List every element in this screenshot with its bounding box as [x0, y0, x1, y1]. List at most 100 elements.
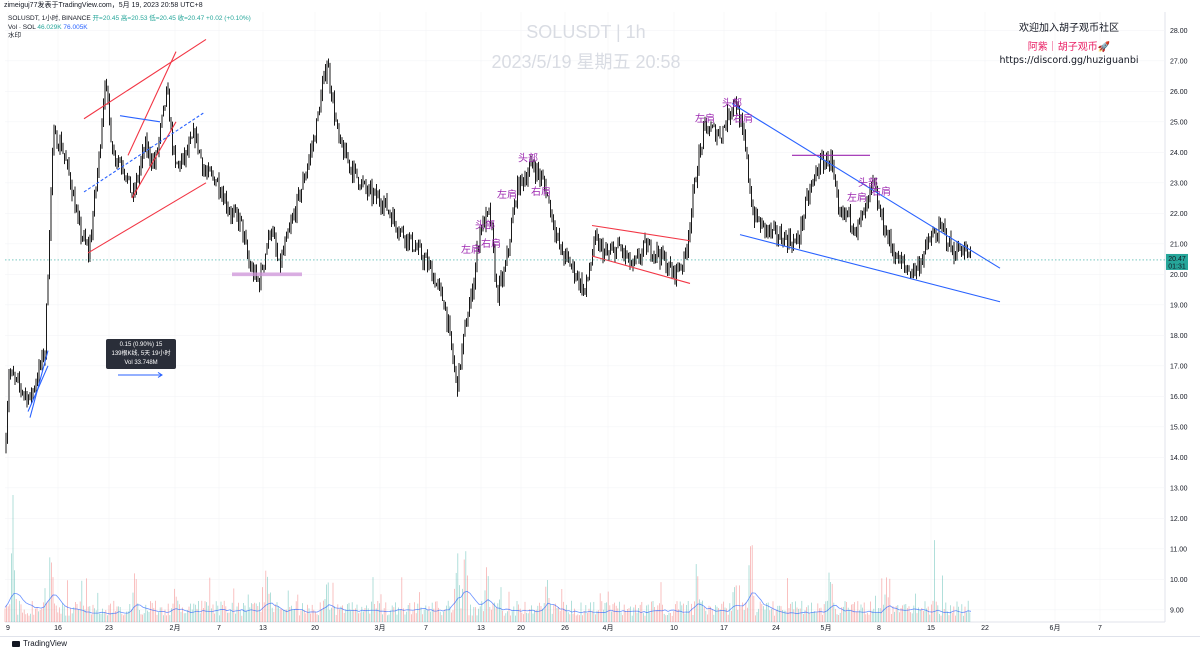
last-price-time: 01:31	[1168, 263, 1186, 270]
publisher-bar: zimeiguj77发表于TradingView.com，5月 19, 2023…	[0, 0, 1200, 12]
tooltip-line3: Vol 33.748M	[124, 360, 157, 366]
trendline	[739, 234, 1001, 303]
volume-label: Vol · SOL	[8, 23, 36, 31]
trendline	[131, 121, 177, 199]
x-tick-label: 26	[561, 625, 569, 632]
volume-ma-line	[4, 590, 972, 615]
volume-value: 46.029K	[37, 23, 62, 31]
y-tick-label: 20.00	[1170, 272, 1188, 279]
x-tick-label: 2月	[170, 624, 181, 632]
promo-link[interactable]: https://discord.gg/huziguanbi	[999, 55, 1139, 66]
x-tick-label: 7	[424, 625, 428, 632]
x-tick-label: 20	[311, 625, 319, 632]
y-tick-label: 21.00	[1170, 241, 1188, 248]
pattern-label: 右肩	[733, 112, 753, 125]
measure-tooltip: 0.15 (0.90%) 15 139根K线, 5天 19小时 Vol 33.7…	[106, 339, 176, 369]
y-tick-label: 23.00	[1170, 180, 1188, 187]
x-tick-label: 9	[6, 625, 10, 632]
trendline	[591, 255, 691, 284]
y-tick-label: 9.00	[1170, 607, 1184, 614]
chart-legend: SOLUSDT, 1小时, BINANCE 开=20.45 高=20.53 低=…	[8, 15, 251, 41]
price-axis: USDT9.0010.0011.0012.0013.0014.0015.0016…	[1170, 4, 1195, 614]
x-tick-label: 7	[1098, 625, 1102, 632]
watermark-datetime: 2023/5/19 星期五 20:58	[491, 52, 680, 72]
last-price-value: 20.47	[1168, 256, 1186, 263]
trendline	[119, 115, 161, 123]
y-tick-label: 27.00	[1170, 58, 1188, 65]
tooltip-line2: 139根K线, 5天 19小时	[111, 349, 170, 357]
trendline	[29, 350, 49, 418]
x-tick-label: 22	[981, 625, 989, 632]
x-tick-label: 6月	[1050, 624, 1061, 632]
volume-bars	[4, 495, 972, 622]
y-tick-label: 15.00	[1170, 424, 1188, 431]
publisher-text: zimeiguj77发表于TradingView.com，5月 19, 2023…	[4, 2, 203, 9]
measure-arrow-head	[157, 372, 163, 378]
y-tick-label: 19.00	[1170, 302, 1188, 309]
y-tick-label: 18.00	[1170, 333, 1188, 340]
watermark-label: 水印	[8, 32, 21, 39]
pattern-label: 右肩	[871, 185, 891, 198]
x-tick-label: 15	[927, 625, 935, 632]
pattern-label: 右肩	[531, 185, 551, 198]
trendline	[591, 224, 691, 242]
x-tick-label: 7	[217, 625, 221, 632]
chart-grid	[5, 12, 1166, 623]
trendline-drawings	[27, 38, 1001, 418]
candlestick-series	[5, 58, 971, 454]
y-tick-label: 17.00	[1170, 363, 1188, 370]
trendline	[87, 182, 207, 254]
volume-ma-value: 76.005K	[63, 23, 88, 31]
x-tick-label: 16	[54, 625, 62, 632]
watermark-symbol: SOLUSDT | 1h	[526, 22, 645, 42]
promo-line2: 阿紫｜胡子观币🚀	[1027, 42, 1111, 53]
footer-bar: TradingView	[0, 636, 1200, 649]
pattern-label: 左肩	[847, 191, 867, 204]
trendline	[83, 38, 207, 120]
y-tick-label: 12.00	[1170, 516, 1188, 523]
watermark-indicator[interactable]: 水印	[8, 32, 251, 41]
x-tick-label: 3月	[375, 624, 386, 632]
x-tick-label: 10	[670, 625, 678, 632]
y-tick-label: 28.00	[1170, 28, 1188, 35]
x-tick-label: 17	[720, 625, 728, 632]
pattern-label: 左肩	[695, 112, 715, 125]
pattern-label: 右肩	[481, 237, 501, 250]
y-tick-label: 13.00	[1170, 485, 1188, 492]
pattern-label: 左肩	[497, 188, 517, 201]
y-tick-label: 14.00	[1170, 455, 1188, 462]
x-tick-label: 8	[877, 625, 881, 632]
time-axis: 9 16 23 2月 7 13 20 3月 7 13 20 26 4月 10 17 24 5月 8 15 22 6月 7	[6, 624, 1102, 632]
y-tick-label: 24.00	[1170, 150, 1188, 157]
y-tick-label: 26.00	[1170, 89, 1188, 96]
pattern-label: 头部	[858, 176, 878, 189]
tradingview-logo-icon	[12, 640, 20, 647]
x-tick-label: 13	[477, 625, 485, 632]
tooltip-line1: 0.15 (0.90%) 15	[120, 342, 163, 348]
promo-line1: 欢迎加入胡子观币社区	[1019, 23, 1119, 34]
x-tick-label: 5月	[821, 624, 832, 632]
y-tick-label: 25.00	[1170, 119, 1188, 126]
pattern-label: 头部	[475, 219, 495, 232]
last-price-tag: 20.47 01:31	[1166, 253, 1188, 270]
y-tick-label: 11.00	[1170, 546, 1187, 553]
x-tick-label: 13	[259, 625, 267, 632]
footer-brand: TradingView	[23, 639, 68, 648]
symbol-line[interactable]: SOLUSDT, 1小时, BINANCE 开=20.45 高=20.53 低=…	[8, 15, 251, 24]
x-tick-label: 23	[105, 625, 113, 632]
pattern-label: 头部	[518, 151, 538, 164]
y-tick-label: 10.00	[1170, 577, 1188, 584]
trendline	[127, 51, 177, 156]
y-tick-label: 22.00	[1170, 211, 1188, 218]
pattern-label: 头部	[722, 97, 742, 110]
x-tick-label: 20	[517, 625, 525, 632]
x-tick-label: 24	[772, 625, 780, 632]
y-tick-label: 16.00	[1170, 394, 1188, 401]
pattern-label: 左肩	[461, 243, 481, 256]
symbol-label: SOLUSDT, 1小时, BINANCE	[8, 15, 91, 22]
support-zone	[232, 272, 302, 277]
volume-line[interactable]: Vol · SOL 46.029K 76.005K	[8, 24, 251, 33]
ohlc-values: 开=20.45 高=20.53 低=20.45 收=20.47 +0.02 (+…	[92, 15, 251, 22]
